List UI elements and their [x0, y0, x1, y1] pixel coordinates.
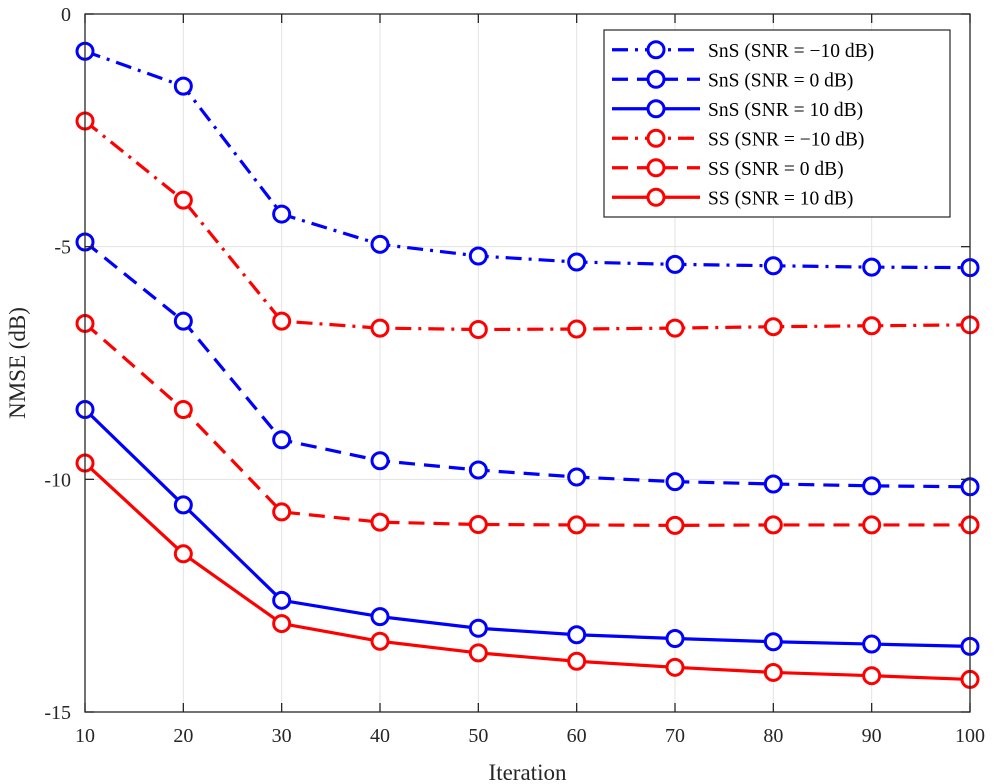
x-tick-label: 70: [665, 725, 685, 747]
data-point: [370, 234, 390, 254]
data-point: [763, 317, 783, 337]
data-point: [763, 474, 783, 494]
y-tick-label: -5: [54, 237, 71, 259]
series-4: [75, 111, 980, 339]
data-point: [862, 476, 882, 496]
legend-label: SS (SNR = 10 dB): [708, 188, 853, 209]
data-point: [862, 634, 882, 654]
data-point: [665, 318, 685, 338]
data-point: [665, 515, 685, 535]
data-point: [665, 254, 685, 274]
data-point: [468, 643, 488, 663]
legend-entry: SS (SNR = 0 dB): [612, 158, 844, 180]
series-3: [75, 400, 980, 656]
data-point: [567, 319, 587, 339]
x-tick-label: 60: [567, 725, 587, 747]
data-point: [862, 515, 882, 535]
legend-entry: SnS (SNR = 10 dB): [612, 99, 863, 121]
data-point: [272, 590, 292, 610]
data-point: [370, 318, 390, 338]
x-tick-label: 10: [75, 725, 95, 747]
data-point: [468, 319, 488, 339]
data-point: [468, 618, 488, 638]
data-point: [272, 614, 292, 634]
data-point: [665, 657, 685, 677]
series-layer: [75, 41, 980, 689]
series-line: [83, 240, 971, 489]
legend-marker: [646, 99, 666, 119]
data-point: [272, 311, 292, 331]
data-point: [370, 451, 390, 471]
data-point: [370, 607, 390, 627]
data-point: [173, 495, 193, 515]
series-line: [83, 408, 971, 648]
series-line: [83, 119, 971, 332]
data-point: [567, 467, 587, 487]
x-tick-label: 80: [763, 725, 783, 747]
legend-entry: SnS (SNR = 0 dB): [612, 69, 853, 91]
legend-label: SnS (SNR = 10 dB): [708, 100, 863, 121]
legend-marker: [646, 187, 666, 207]
legend-label: SnS (SNR = 0 dB): [708, 70, 853, 91]
ticks: [84, 13, 971, 713]
data-point: [567, 515, 587, 535]
data-point: [567, 625, 587, 645]
data-point: [862, 666, 882, 686]
data-point: [272, 204, 292, 224]
data-point: [173, 311, 193, 331]
data-point: [272, 502, 292, 522]
data-point: [763, 632, 783, 652]
data-point: [763, 515, 783, 535]
data-point: [763, 256, 783, 276]
x-tick-label: 90: [862, 725, 882, 747]
data-point: [370, 631, 390, 651]
legend-entry: SS (SNR = −10 dB): [612, 128, 864, 150]
data-point: [468, 246, 488, 266]
data-point: [567, 252, 587, 272]
y-tick-label: -15: [44, 702, 71, 724]
data-point: [862, 316, 882, 336]
legend-marker: [646, 69, 666, 89]
series-6: [75, 453, 980, 689]
x-tick-label: 30: [272, 725, 292, 747]
legend-marker: [646, 40, 666, 60]
legend-label: SS (SNR = 0 dB): [708, 159, 844, 180]
data-point: [763, 662, 783, 682]
data-point: [468, 514, 488, 534]
data-point: [173, 76, 193, 96]
y-tick-label: -10: [44, 469, 71, 491]
legend-marker: [646, 128, 666, 148]
data-point: [173, 190, 193, 210]
x-tick-label: 100: [955, 725, 985, 747]
data-point: [665, 472, 685, 492]
legend-label: SS (SNR = −10 dB): [708, 129, 864, 150]
y-axis-title: NMSE (dB): [5, 307, 30, 419]
x-tick-label: 40: [370, 725, 390, 747]
data-point: [370, 512, 390, 532]
legend-entry: SnS (SNR = −10 dB): [612, 40, 874, 62]
data-point: [567, 651, 587, 671]
data-point: [862, 257, 882, 277]
data-point: [272, 430, 292, 450]
series-5: [75, 313, 980, 535]
plot-frame: [84, 13, 971, 713]
data-point: [665, 628, 685, 648]
data-point: [468, 460, 488, 480]
legend-label: SnS (SNR = −10 dB): [708, 41, 874, 62]
legend: SnS (SNR = −10 dB) SnS (SNR = 0 dB) SnS (S…: [603, 29, 951, 218]
data-point: [173, 544, 193, 564]
x-tick-label: 20: [173, 725, 193, 747]
legend-box: [603, 29, 951, 218]
series-line: [83, 322, 970, 528]
y-tick-label: 0: [61, 4, 71, 26]
tick-labels: 10 20 30 40 50 60 70 80 90 100 0 -5 -10 -15: [44, 4, 985, 747]
x-axis-title: Iteration: [489, 760, 567, 784]
legend-entry: SS (SNR = 10 dB): [612, 187, 853, 209]
legend-marker: [646, 158, 666, 178]
x-tick-label: 50: [468, 725, 488, 747]
series-line: [83, 461, 971, 682]
data-point: [173, 400, 193, 420]
